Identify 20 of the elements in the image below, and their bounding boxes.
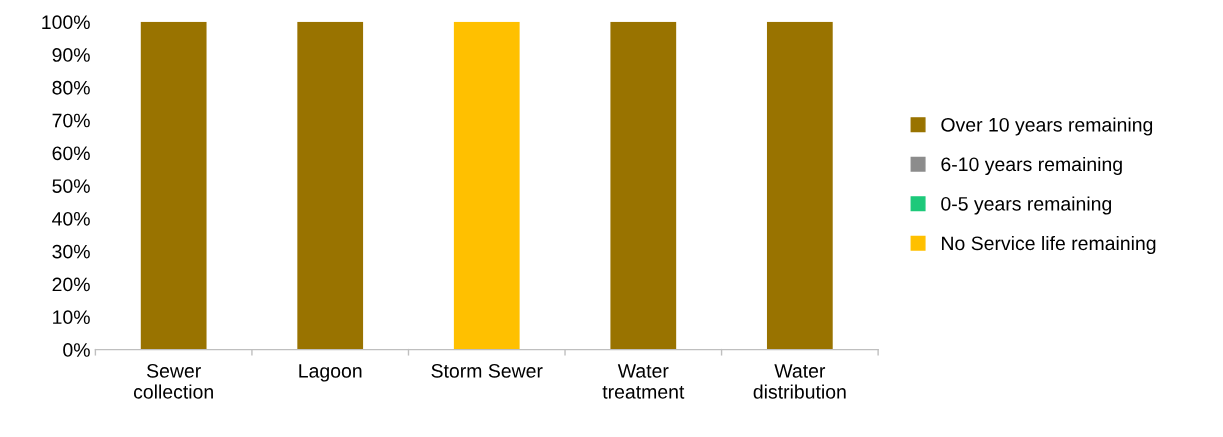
- legend-label: 0-5 years remaining: [941, 196, 1112, 215]
- y-tick-label: 70%: [52, 113, 90, 128]
- y-tick-label: 30%: [52, 244, 90, 259]
- y-tick-label: 40%: [52, 211, 90, 226]
- legend-label: No Service life remaining: [942, 235, 1156, 255]
- legend-label: Over 10 years remaining: [941, 117, 1153, 136]
- x-tick-label: Sewer collection: [133, 364, 213, 399]
- y-tick-label: 90%: [52, 48, 90, 62]
- y-tick-label: 60%: [52, 146, 90, 161]
- y-tick-label: 20%: [52, 277, 90, 292]
- y-tick-label: 10%: [53, 310, 90, 325]
- y-tick-label: 100%: [42, 15, 90, 30]
- y-tick-label: 80%: [52, 80, 90, 95]
- x-tick-label: Water treatment: [602, 364, 685, 399]
- x-tick-label: Water distribution: [753, 364, 846, 399]
- x-tick-label: Lagoon: [299, 364, 362, 382]
- y-tick-label: 0%: [63, 343, 90, 357]
- y-tick-label: 50%: [52, 179, 90, 193]
- legend-label: 6-10 years remaining: [941, 156, 1122, 176]
- x-tick-label: Storm Sewer: [431, 364, 543, 378]
